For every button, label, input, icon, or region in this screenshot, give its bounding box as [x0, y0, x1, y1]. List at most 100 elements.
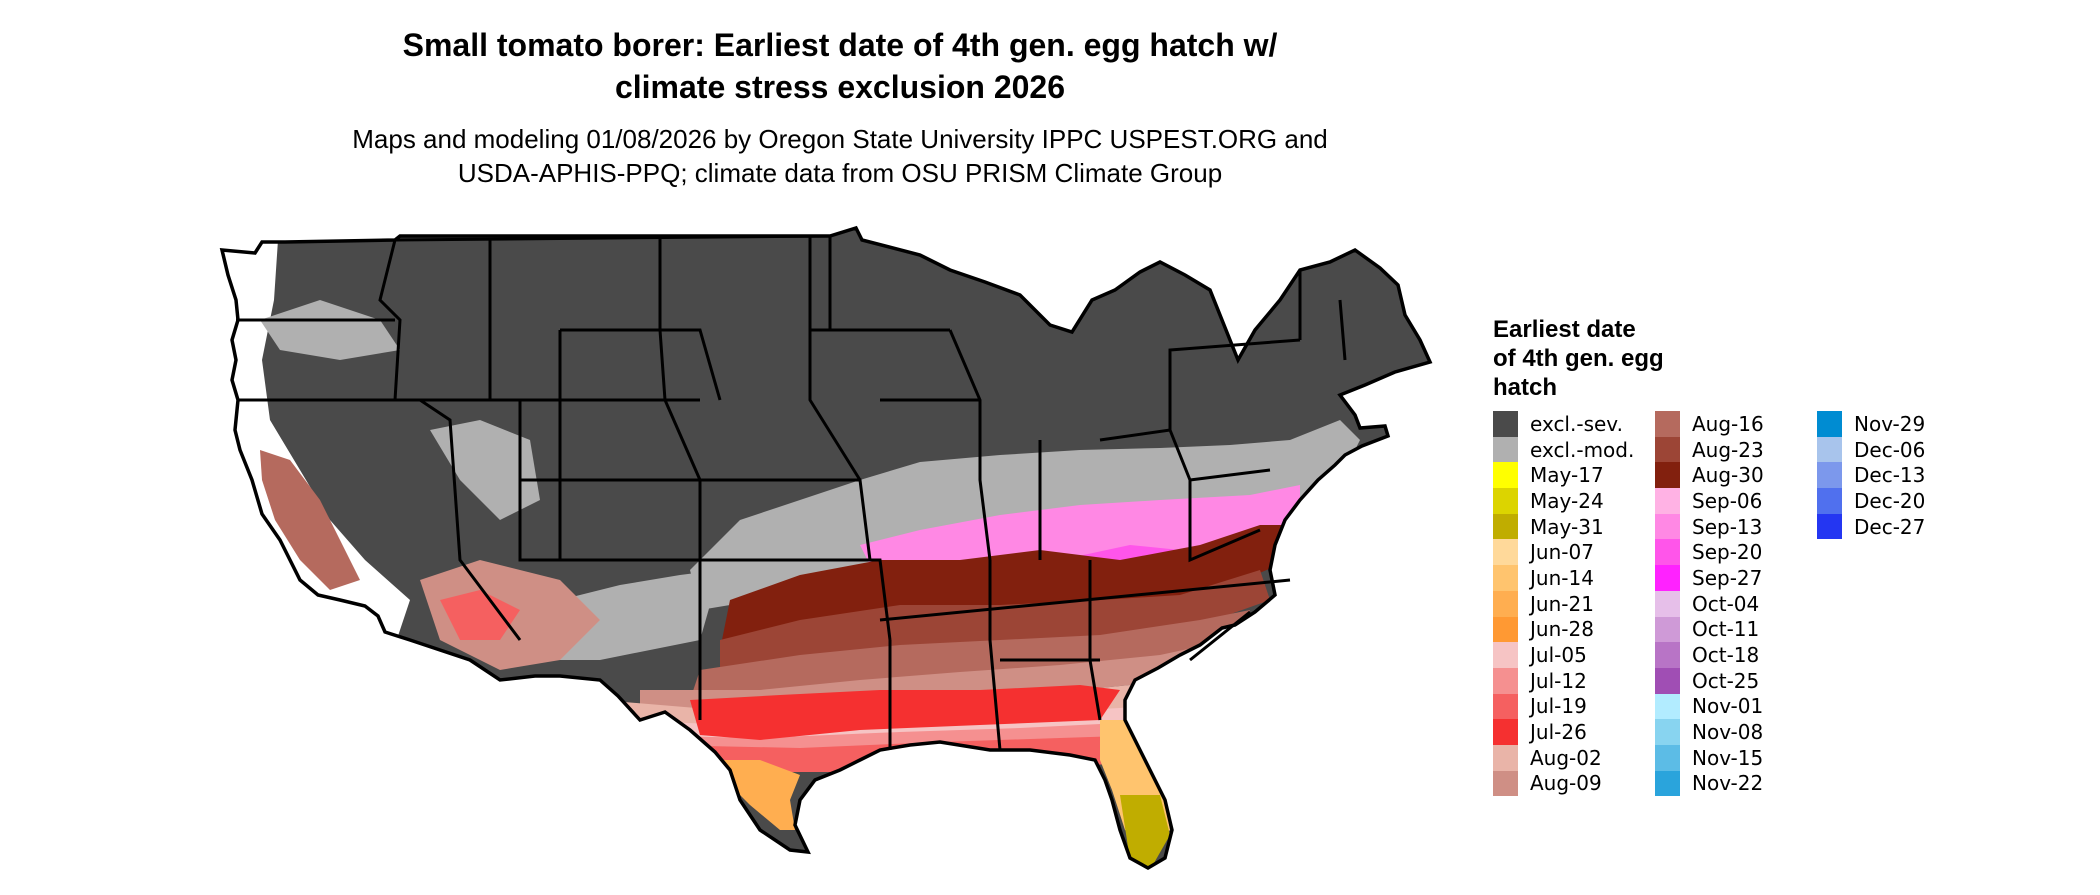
legend-swatch	[1655, 770, 1680, 797]
legend-label: Jul-26	[1530, 720, 1587, 745]
legend-label: Oct-18	[1692, 643, 1760, 668]
legend-swatch	[1655, 719, 1680, 745]
legend-swatch	[1655, 513, 1680, 540]
legend-label: Oct-04	[1692, 591, 1760, 616]
legend-item: Oct-18	[1655, 642, 1764, 668]
legend-label: Nov-22	[1692, 771, 1764, 796]
legend-swatch	[1817, 462, 1842, 489]
legend-label: Aug-30	[1692, 463, 1764, 488]
legend-item: Jul-12	[1493, 667, 1634, 694]
legend-item: May-17	[1493, 462, 1634, 489]
legend-label: Jun-28	[1530, 617, 1594, 642]
legend-swatch	[1655, 488, 1680, 514]
legend-swatch	[1493, 770, 1518, 797]
legend-item: Jul-26	[1493, 719, 1634, 745]
us-map	[219, 225, 1433, 871]
legend-item: Dec-20	[1817, 488, 1925, 514]
legend-label: Aug-16	[1692, 411, 1764, 436]
legend-swatch	[1655, 590, 1680, 617]
legend-swatch	[1817, 513, 1842, 540]
legend-item: May-31	[1493, 513, 1634, 540]
legend-item: Jun-21	[1493, 590, 1634, 617]
title-line-2: climate stress exclusion 2026	[614, 69, 1066, 105]
legend-item: Aug-02	[1493, 744, 1634, 771]
legend-label: Sep-06	[1692, 488, 1763, 513]
legend-swatch	[1817, 488, 1842, 514]
legend-swatch	[1655, 565, 1680, 591]
legend-item: Nov-01	[1655, 693, 1764, 720]
legend-label: Nov-01	[1692, 694, 1764, 719]
legend-item: Oct-25	[1655, 667, 1764, 694]
legend-item: Dec-06	[1817, 436, 1926, 463]
legend-label: Dec-20	[1854, 488, 1926, 513]
legend-swatch	[1493, 565, 1518, 591]
legend-title: Earliest date of 4th gen. egg hatch	[1493, 315, 1753, 402]
legend-item: May-24	[1493, 488, 1634, 514]
legend-item: Jul-19	[1493, 693, 1634, 720]
legend-item: Oct-11	[1655, 616, 1764, 643]
state-borders	[236, 234, 1347, 751]
legend-swatch	[1493, 719, 1518, 745]
legend-item: excl.-mod.	[1493, 436, 1635, 463]
legend-swatch	[1493, 590, 1518, 617]
legend-label: Sep-20	[1692, 540, 1763, 565]
legend-label: Dec-13	[1854, 463, 1926, 488]
legend-label: Aug-02	[1530, 745, 1602, 770]
legend-label: Nov-08	[1692, 720, 1764, 745]
legend-label: Jul-12	[1530, 668, 1587, 693]
legend-item: Oct-04	[1655, 590, 1764, 617]
legend-column: Aug-16 Aug-23 Aug-30 Sep-06 Sep-13 Sep-20 Sep-…	[1655, 411, 1764, 797]
legend-label: Nov-29	[1854, 411, 1926, 436]
legend-label: May-24	[1530, 488, 1604, 513]
legend-item: Jun-28	[1493, 616, 1634, 643]
legend-swatch	[1655, 642, 1680, 668]
legend-label: excl.-sev.	[1530, 411, 1623, 436]
legend-swatch	[1493, 693, 1518, 720]
legend-item: Aug-16	[1655, 411, 1764, 437]
legend-item: Sep-27	[1655, 565, 1764, 591]
legend-item: Jun-14	[1493, 565, 1634, 591]
legend-label: Sep-13	[1692, 514, 1763, 539]
legend-item: Dec-13	[1817, 462, 1926, 489]
legend-swatch	[1655, 616, 1680, 643]
legend-label: May-31	[1530, 514, 1604, 539]
legend-label: Nov-15	[1692, 745, 1764, 770]
legend-swatch	[1493, 411, 1518, 437]
legend-swatch	[1493, 513, 1518, 540]
legend-swatch	[1655, 744, 1680, 771]
legend-item: Aug-09	[1493, 770, 1634, 797]
legend-swatch	[1655, 539, 1680, 566]
legend-item: Aug-30	[1655, 462, 1764, 489]
legend-swatch	[1655, 693, 1680, 720]
legend-item: Aug-23	[1655, 436, 1764, 463]
legend-item: Jun-07	[1493, 539, 1634, 566]
legend-label: Jul-05	[1530, 643, 1587, 668]
legend-label: Jul-19	[1530, 694, 1587, 719]
legend-column: excl.-sev. excl.-mod. May-17 May-24 May-31 Ju…	[1493, 411, 1635, 797]
legend-label: Aug-23	[1692, 437, 1764, 462]
legend-swatch	[1493, 616, 1518, 643]
legend-item: excl.-sev.	[1493, 411, 1634, 437]
map-title: Small tomato borer: Earliest date of 4th…	[250, 24, 1430, 108]
legend-label: Jun-21	[1530, 591, 1594, 616]
legend-column: Nov-29 Dec-06 Dec-13 Dec-20 Dec-27	[1817, 411, 1926, 540]
legend-title-line: Earliest date	[1493, 316, 1636, 343]
legend-item: Sep-13	[1655, 513, 1764, 540]
legend-label: excl.-mod.	[1530, 437, 1635, 462]
legend-swatch	[1817, 411, 1842, 437]
legend-label: Aug-09	[1530, 771, 1602, 796]
legend-swatch	[1493, 744, 1518, 771]
legend-label: Sep-27	[1692, 565, 1763, 590]
legend-swatch	[1655, 436, 1680, 463]
legend-swatch	[1493, 462, 1518, 489]
legend-label: Dec-06	[1854, 437, 1926, 462]
legend-label: Jun-07	[1530, 540, 1594, 565]
legend-label: May-17	[1530, 463, 1604, 488]
subtitle-line-2: USDA-APHIS-PPQ; climate data from OSU PR…	[457, 158, 1223, 188]
legend-label: Oct-25	[1692, 668, 1760, 693]
legend-swatch	[1817, 436, 1842, 463]
legend-label: Dec-27	[1854, 514, 1926, 539]
legend-item: Nov-22	[1655, 770, 1764, 797]
legend-swatch	[1493, 667, 1518, 694]
legend-item: Nov-29	[1817, 411, 1925, 437]
